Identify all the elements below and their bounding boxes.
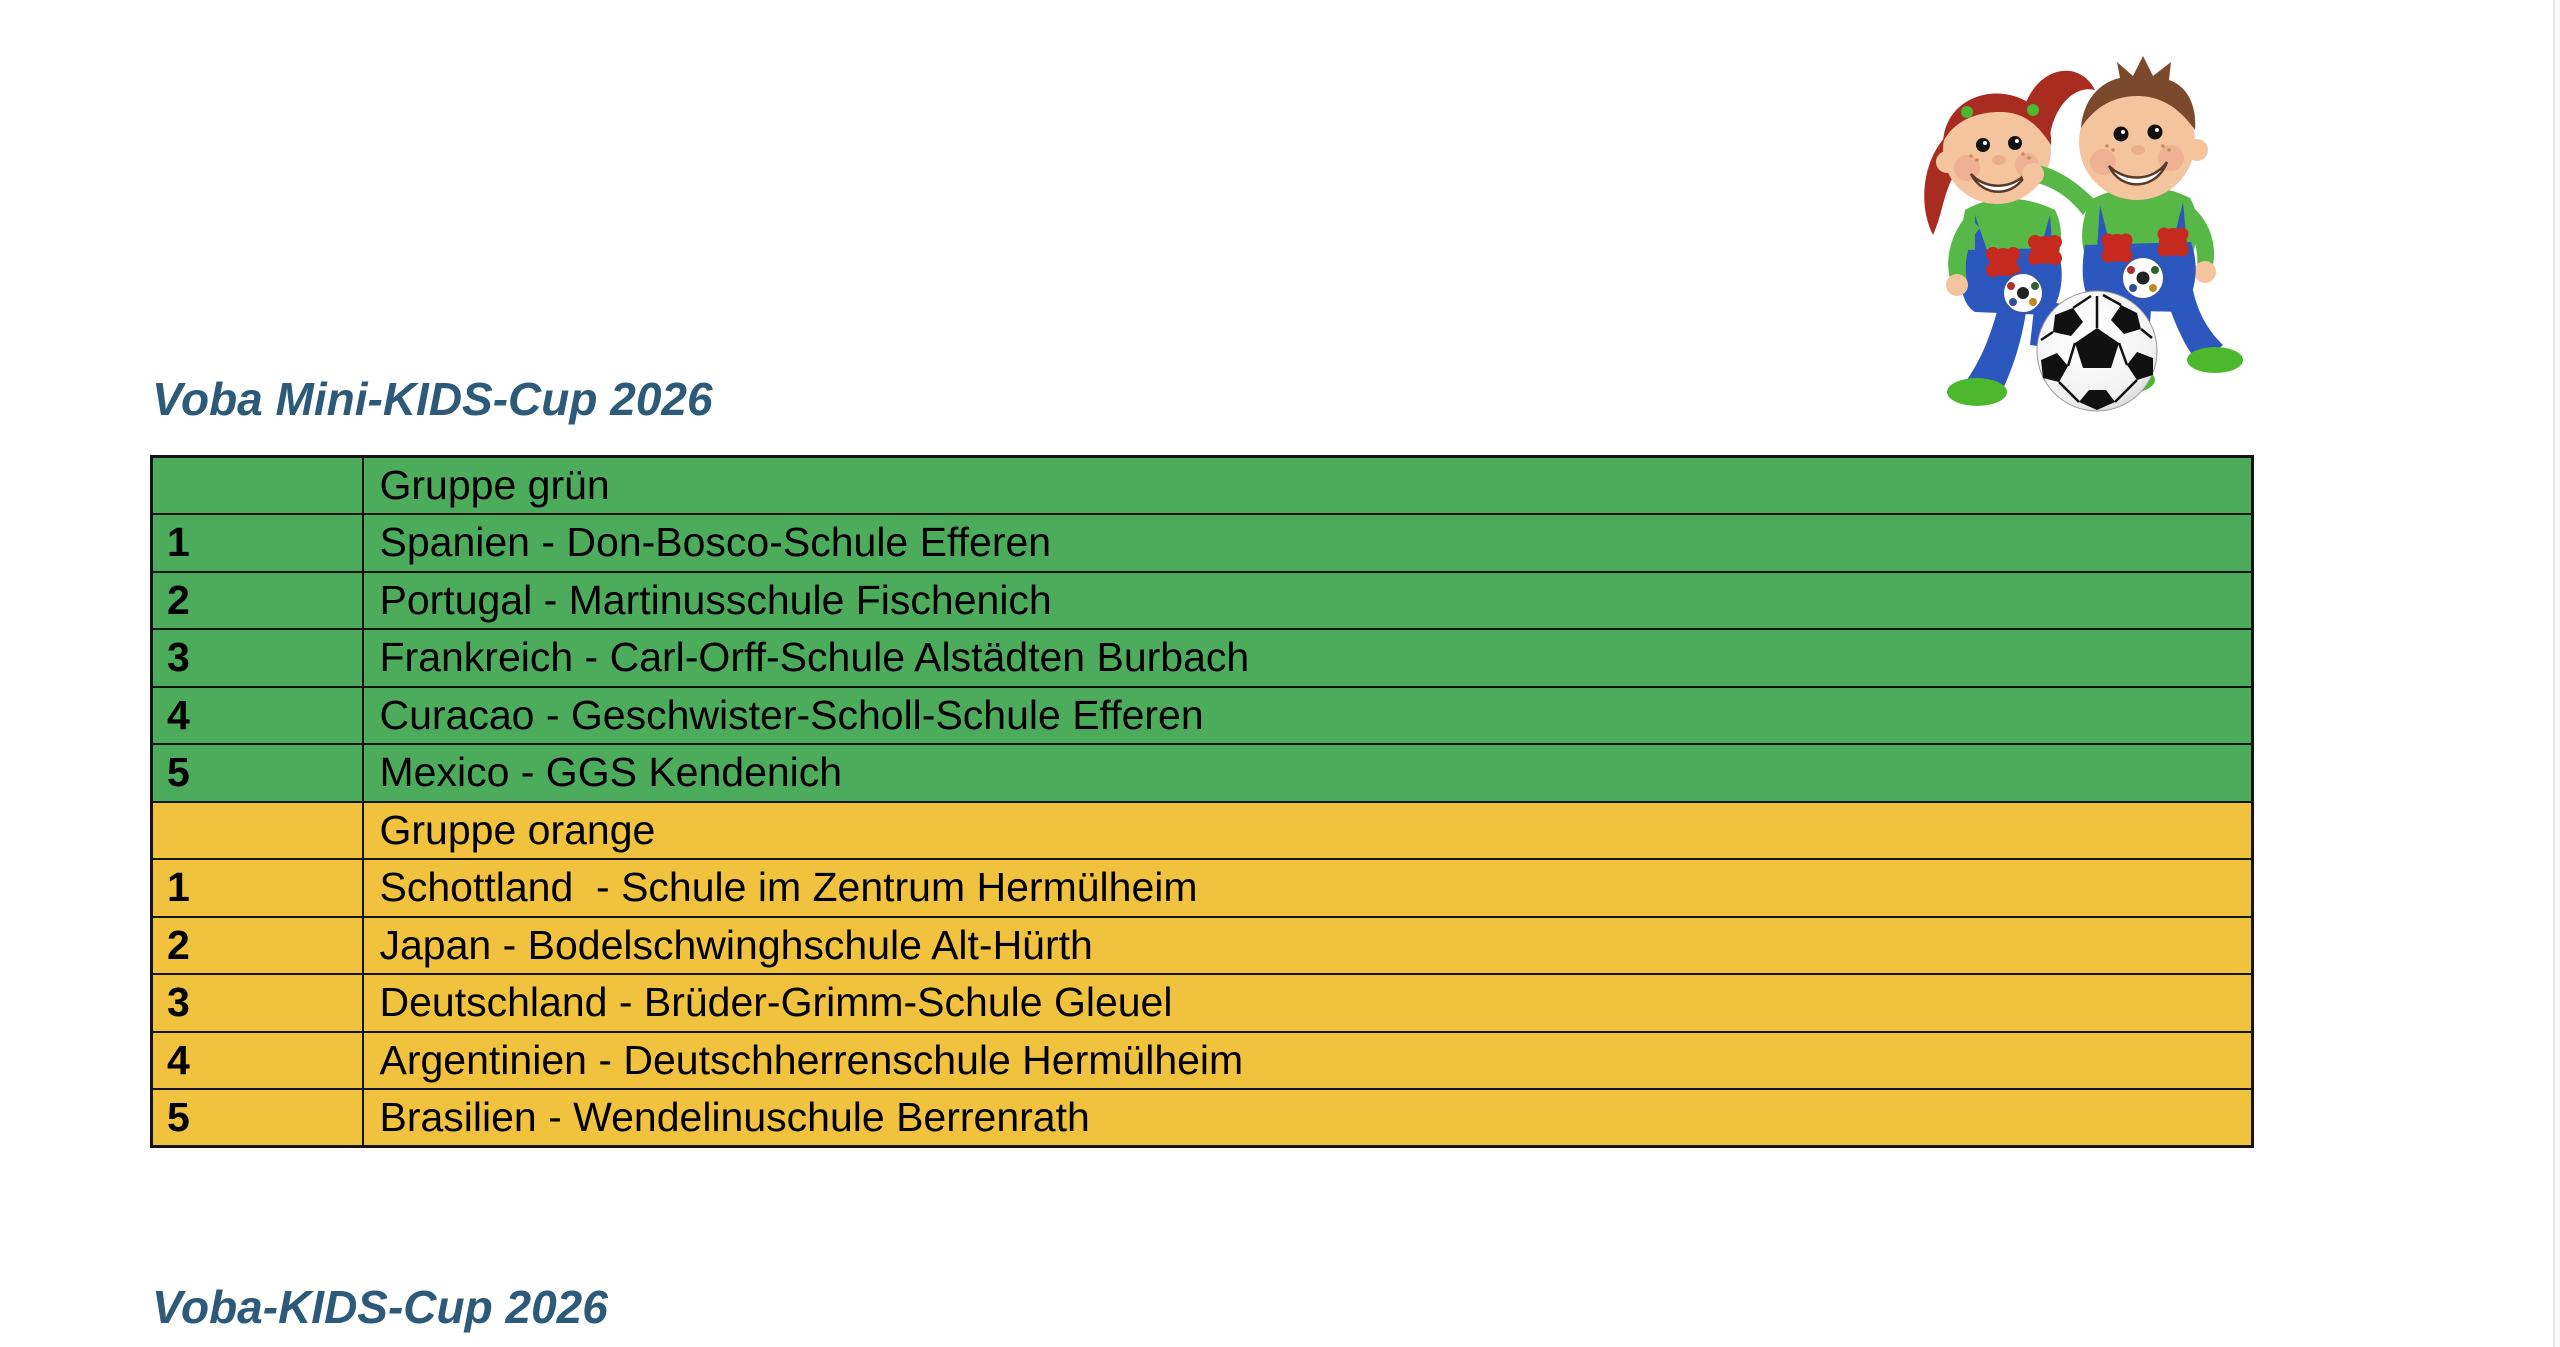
group-name-cell: Gruppe grün	[361, 455, 2254, 515]
team-label-cell: Japan - Bodelschwinghschule Alt-Hürth	[361, 915, 2254, 975]
page-title: Voba Mini-KIDS-Cup 2026	[152, 373, 713, 425]
team-position-cell: 2	[150, 570, 364, 630]
page-title-secondary: Voba-KIDS-Cup 2026	[152, 1281, 608, 1333]
groups-table: Gruppe grün 1 Spanien - Don-Bosco-Schule E…	[150, 455, 2254, 1148]
team-label-cell: Deutschland - Brüder-Grimm-Schule Gleuel	[361, 973, 2254, 1033]
team-row: 1 Schottland - Schule im Zentrum Hermülhe…	[150, 858, 2254, 918]
team-row: 3 Frankreich - Carl-Orff-Schule Alstädten…	[150, 628, 2254, 688]
team-position-cell: 1	[150, 858, 364, 918]
team-row: 2 Portugal - Martinusschule Fischenich	[150, 570, 2254, 630]
team-position-cell: 1	[150, 513, 364, 573]
team-position-cell: 5	[150, 743, 364, 803]
team-position-cell: 5	[150, 1088, 364, 1148]
team-label-cell: Frankreich - Carl-Orff-Schule Alstädten …	[361, 628, 2254, 688]
team-label-cell: Schottland - Schule im Zentrum Hermülhei…	[361, 858, 2254, 918]
kids-soccer-mascot-icon	[1924, 56, 2243, 412]
team-row: 2 Japan - Bodelschwinghschule Alt-Hürth	[150, 915, 2254, 975]
group-header-pos-cell	[150, 800, 364, 860]
team-row: 1 Spanien - Don-Bosco-Schule Efferen	[150, 513, 2254, 573]
team-row: 5 Mexico - GGS Kendenich	[150, 743, 2254, 803]
team-label-cell: Argentinien - Deutschherrenschule Hermül…	[361, 1030, 2254, 1090]
team-position-cell: 4	[150, 685, 364, 745]
team-label-cell: Curacao - Geschwister-Scholl-Schule Effe…	[361, 685, 2254, 745]
team-position-cell: 3	[150, 628, 364, 688]
team-position-cell: 3	[150, 973, 364, 1033]
groups-table-body: Gruppe grün 1 Spanien - Don-Bosco-Schule E…	[150, 455, 2254, 1148]
team-row: 4 Argentinien - Deutschherrenschule Hermü…	[150, 1030, 2254, 1090]
group-header-row: Gruppe grün	[150, 455, 2254, 515]
group-header-pos-cell	[150, 455, 364, 515]
viewport-edge	[2553, 0, 2560, 1347]
team-row: 3 Deutschland - Brüder-Grimm-Schule Gleue…	[150, 973, 2254, 1033]
team-label-cell: Portugal - Martinusschule Fischenich	[361, 570, 2254, 630]
team-label-cell: Spanien - Don-Bosco-Schule Efferen	[361, 513, 2254, 573]
team-row: 4 Curacao - Geschwister-Scholl-Schule Eff…	[150, 685, 2254, 745]
group-header-row: Gruppe orange	[150, 800, 2254, 860]
group-name-cell: Gruppe orange	[361, 800, 2254, 860]
team-label-cell: Brasilien - Wendelinuschule Berrenrath	[361, 1088, 2254, 1148]
team-label-cell: Mexico - GGS Kendenich	[361, 743, 2254, 803]
team-position-cell: 4	[150, 1030, 364, 1090]
team-row: 5 Brasilien - Wendelinuschule Berrenrath	[150, 1088, 2254, 1148]
team-position-cell: 2	[150, 915, 364, 975]
